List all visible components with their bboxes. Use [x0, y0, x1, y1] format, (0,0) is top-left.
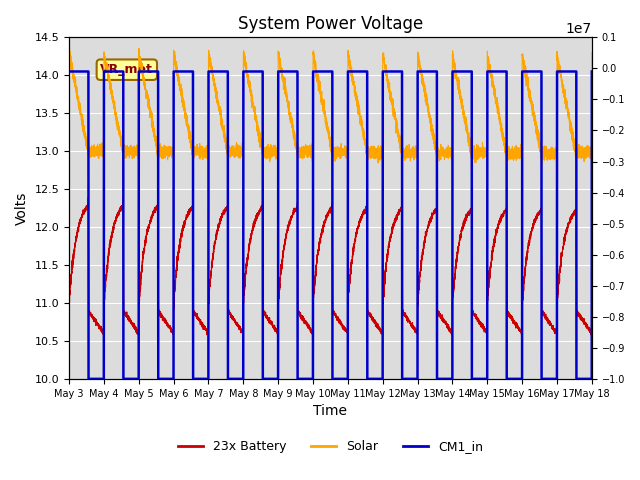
- X-axis label: Time: Time: [314, 404, 348, 418]
- Title: System Power Voltage: System Power Voltage: [238, 15, 423, 33]
- Text: VR_met: VR_met: [100, 63, 153, 76]
- Legend: 23x Battery, Solar, CM1_in: 23x Battery, Solar, CM1_in: [173, 435, 488, 458]
- Y-axis label: Volts: Volts: [15, 192, 29, 225]
